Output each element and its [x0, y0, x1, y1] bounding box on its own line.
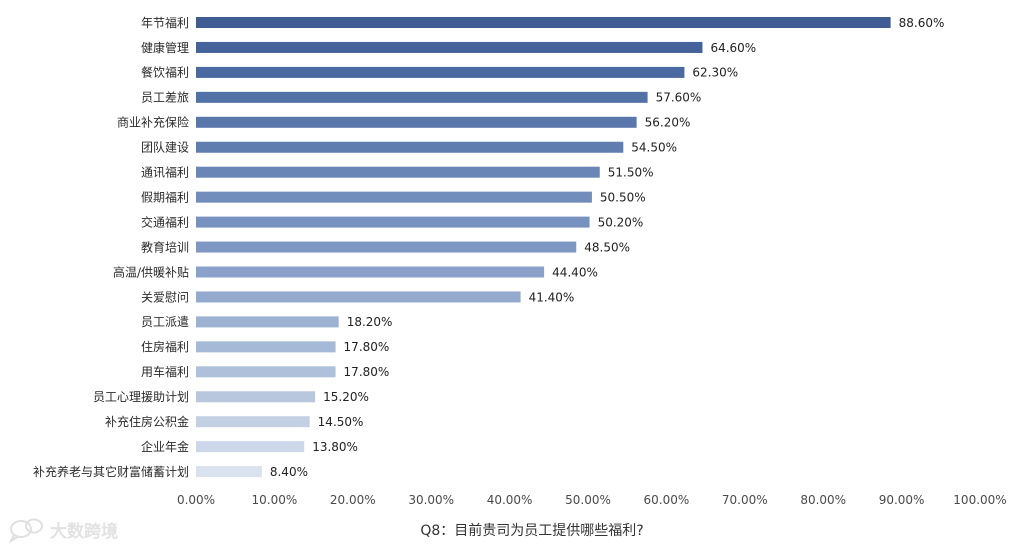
- x-tick-label: 80.00%: [800, 493, 846, 507]
- value-label: 13.80%: [312, 440, 358, 454]
- bar: [196, 291, 521, 303]
- category-labels: 年节福利健康管理餐饮福利员工差旅商业补充保险团队建设通讯福利假期福利交通福利教育…: [33, 15, 189, 479]
- value-label: 14.50%: [318, 415, 364, 429]
- bar: [196, 441, 305, 453]
- x-tick-label: 100.00%: [953, 493, 1006, 507]
- x-tick-label: 40.00%: [487, 493, 533, 507]
- value-label: 15.20%: [323, 390, 369, 404]
- value-label: 17.80%: [344, 365, 390, 379]
- chart-caption: Q8：目前贵司为员工提供哪些福利?: [420, 522, 643, 539]
- bar: [196, 66, 685, 78]
- category-label: 关爱慰问: [141, 290, 189, 304]
- value-label: 88.60%: [899, 16, 945, 30]
- category-label: 住房福利: [141, 339, 189, 354]
- value-label: 50.20%: [598, 215, 644, 229]
- category-label: 员工差旅: [141, 91, 189, 105]
- x-tick-label: 20.00%: [330, 493, 376, 507]
- value-label: 64.60%: [710, 41, 756, 55]
- watermark-logo: 大数跨境: [8, 518, 118, 544]
- category-label: 教育培训: [141, 239, 189, 254]
- value-labels: 88.60% 64.60% 62.30% 57.60% 56.20% 54.50% 51.5…: [270, 16, 945, 479]
- category-label: 员工派遣: [141, 314, 189, 329]
- x-tick-label: 90.00%: [879, 493, 925, 507]
- category-label: 补充住房公积金: [105, 414, 189, 429]
- value-label: 56.20%: [645, 116, 691, 130]
- value-label: 48.50%: [584, 240, 630, 254]
- value-label: 54.50%: [631, 141, 677, 155]
- x-tick-label: 60.00%: [644, 493, 690, 507]
- bar: [196, 191, 592, 203]
- value-label: 51.50%: [608, 166, 654, 180]
- category-label: 用车福利: [141, 364, 189, 379]
- value-label: 57.60%: [656, 91, 702, 105]
- bar: [196, 116, 637, 128]
- watermark-text: 大数跨境: [50, 521, 118, 542]
- x-axis-ticks: 0.00% 10.00% 20.00% 30.00% 40.00% 50.00% 60.00…: [177, 493, 1007, 507]
- bar: [196, 241, 577, 253]
- bar: [196, 41, 703, 53]
- bar: [196, 166, 600, 178]
- bar: [196, 341, 336, 353]
- bars-layer: [196, 17, 891, 478]
- x-tick-label: 0.00%: [177, 493, 215, 507]
- bar: [196, 91, 648, 103]
- bar: [196, 466, 262, 478]
- category-label: 企业年金: [141, 439, 189, 454]
- bar: [196, 316, 339, 328]
- bar: [196, 266, 545, 278]
- category-label: 餐饮福利: [141, 65, 189, 80]
- value-label: 17.80%: [344, 340, 390, 354]
- category-label: 假期福利: [141, 189, 189, 204]
- category-label: 员工心理援助计划: [93, 390, 189, 404]
- category-label: 补充养老与其它财富储蓄计划: [33, 464, 189, 479]
- x-tick-label: 70.00%: [722, 493, 768, 507]
- category-label: 交通福利: [141, 214, 189, 229]
- bar: [196, 391, 316, 403]
- category-label: 通讯福利: [141, 165, 189, 180]
- x-tick-label: 30.00%: [408, 493, 454, 507]
- value-label: 18.20%: [347, 315, 393, 329]
- bar: [196, 216, 590, 228]
- category-label: 高温/供暖补贴: [113, 264, 189, 279]
- x-tick-label: 50.00%: [565, 493, 611, 507]
- value-label: 50.50%: [600, 190, 646, 204]
- value-label: 62.30%: [692, 66, 738, 80]
- bar: [196, 141, 624, 153]
- x-tick-label: 10.00%: [252, 493, 298, 507]
- bar: [196, 366, 336, 378]
- category-label: 健康管理: [141, 40, 189, 55]
- chat-bubble-icon: [8, 518, 43, 544]
- category-label: 商业补充保险: [117, 115, 189, 130]
- category-label: 团队建设: [141, 140, 189, 155]
- value-label: 41.40%: [529, 290, 575, 304]
- value-label: 8.40%: [270, 465, 308, 479]
- category-label: 年节福利: [141, 15, 189, 30]
- bar: [196, 416, 310, 428]
- value-label: 44.40%: [552, 265, 598, 279]
- bar: [196, 17, 891, 28]
